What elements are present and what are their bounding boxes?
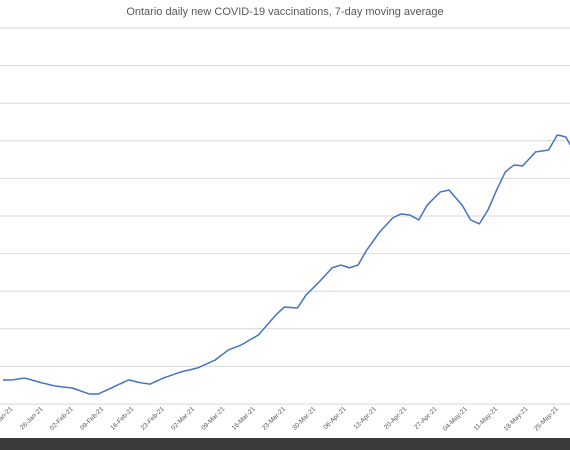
data-line (3, 134, 570, 395)
plot (3, 134, 570, 395)
grid (0, 27, 570, 405)
chart-title: Ontario daily new COVID-19 vaccinations,… (126, 6, 443, 18)
taskbar (0, 438, 570, 450)
